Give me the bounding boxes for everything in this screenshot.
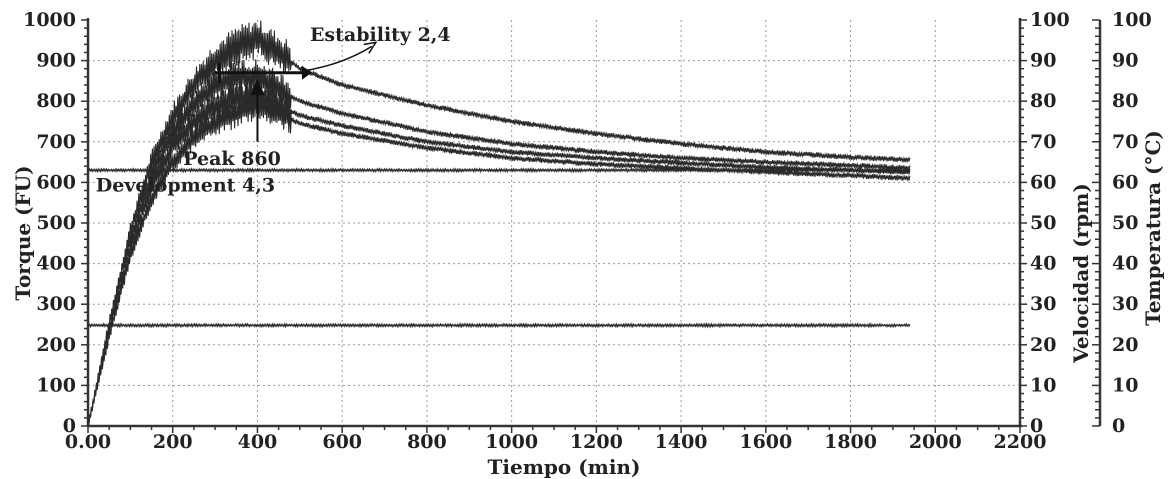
y2-tick-label: 100	[1030, 9, 1070, 31]
y3-tick-label: 90	[1112, 50, 1138, 72]
y-tick-label: 700	[36, 131, 76, 153]
y3-tick-label: 0	[1112, 415, 1125, 437]
y-tick-label: 1000	[23, 9, 76, 31]
x-tick-label: 400	[238, 431, 278, 453]
annotation-estability: Estability 2,4	[310, 24, 451, 46]
x-tick-label: 0.00	[65, 431, 111, 453]
y3-tick-label: 50	[1112, 212, 1138, 234]
series-line-2	[87, 59, 911, 425]
y-tick-label: 900	[36, 50, 76, 72]
estability-pointer-head	[363, 41, 378, 54]
y-tick-label: 300	[36, 293, 76, 315]
x-tick-label: 800	[407, 431, 447, 453]
y-tick-label: 800	[36, 90, 76, 112]
y-tick-label: 0	[63, 415, 76, 437]
series-line-6	[87, 321, 911, 329]
x-tick-label: 1000	[485, 431, 538, 453]
y2-tick-label: 10	[1030, 374, 1056, 396]
x-tick-label: 2000	[909, 431, 962, 453]
annotation-layer: Estability 2,4 Peak 860 Development 4,3	[96, 24, 451, 196]
estability-pointer	[303, 45, 373, 72]
y-tick-label: 100	[36, 374, 76, 396]
annotation-development: Development 4,3	[96, 174, 275, 196]
series-line-1	[87, 20, 911, 428]
y-tick-label: 400	[36, 253, 76, 275]
y2-tick-label: 70	[1030, 131, 1056, 153]
y-tick-label: 200	[36, 334, 76, 356]
y3-tick-label: 80	[1112, 90, 1138, 112]
x-tick-label: 600	[322, 431, 362, 453]
y-tick-label: 500	[36, 212, 76, 234]
y2-tick-label: 20	[1030, 334, 1056, 356]
y3-tick-label: 10	[1112, 374, 1138, 396]
x-tick-label: 200	[153, 431, 193, 453]
y-axis-title: Torque (FU)	[11, 165, 35, 300]
x-tick-label: 1200	[570, 431, 623, 453]
y3-tick-label: 100	[1112, 9, 1152, 31]
y2-axis-title: Velocidad (rpm)	[1069, 183, 1093, 364]
axis-layer: 0.00 200 400 600 800 1000 1200 1400 1600 1800 2000…	[11, 9, 1165, 479]
series-line-4	[87, 92, 911, 427]
x-tick-label: 1400	[655, 431, 708, 453]
series-layer	[87, 20, 911, 428]
x-tick-label: 1600	[739, 431, 792, 453]
grid-layer	[88, 20, 1020, 426]
x-axis-title: Tiempo (min)	[488, 455, 641, 479]
annotation-peak: Peak 860	[183, 148, 281, 170]
y3-tick-label: 60	[1112, 171, 1138, 193]
series-line-3	[87, 80, 911, 426]
y2-tick-label: 60	[1030, 171, 1056, 193]
y2-tick-label: 50	[1030, 212, 1056, 234]
stability-arrowhead	[301, 65, 312, 80]
y2-tick-label: 80	[1030, 90, 1056, 112]
y3-tick-label: 40	[1112, 253, 1138, 275]
x-tick-label: 1800	[824, 431, 877, 453]
y3-tick-label: 20	[1112, 334, 1138, 356]
x-tick-label: 2200	[994, 431, 1047, 453]
series-line-5	[87, 166, 911, 174]
y-tick-label: 600	[36, 171, 76, 193]
y2-tick-label: 40	[1030, 253, 1056, 275]
y3-tick-label: 70	[1112, 131, 1138, 153]
y2-tick-label: 30	[1030, 293, 1056, 315]
y2-tick-label: 0	[1030, 415, 1043, 437]
y2-tick-label: 90	[1030, 50, 1056, 72]
y3-tick-label: 30	[1112, 293, 1138, 315]
peak-arrowhead	[250, 78, 265, 96]
y3-axis-title: Temperatura (°C)	[1141, 130, 1165, 326]
